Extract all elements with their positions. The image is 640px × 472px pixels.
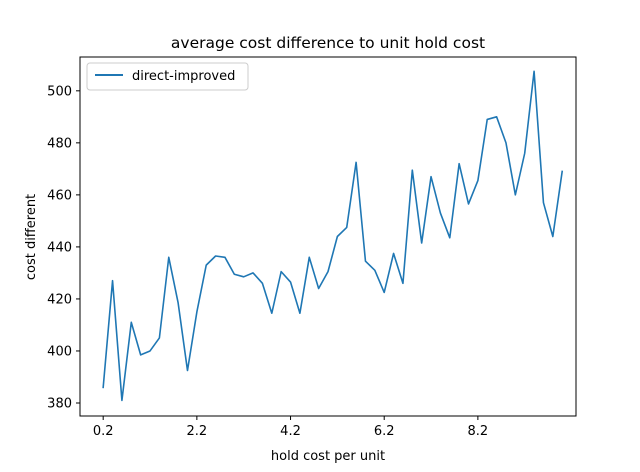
x-tick-label: 4.2 — [280, 424, 301, 439]
y-tick-label: 480 — [47, 136, 72, 151]
y-tick-label: 460 — [47, 188, 72, 203]
plot-frame — [79, 56, 577, 417]
legend-label: direct-improved — [132, 69, 235, 84]
legend-box — [86, 62, 249, 91]
x-tick-label: 0.2 — [93, 424, 114, 439]
y-axis-label: cost different — [24, 194, 39, 280]
x-axis-label: hold cost per unit — [271, 449, 385, 464]
y-tick-label: 420 — [47, 292, 72, 307]
legend: direct-improved — [86, 62, 249, 91]
y-tick-label: 380 — [47, 396, 72, 411]
y-tick-label: 400 — [47, 344, 72, 359]
y-tick-label: 440 — [47, 240, 72, 255]
x-tick-label: 6.2 — [374, 424, 395, 439]
x-tick-label: 2.2 — [187, 424, 208, 439]
x-axis-ticks: 0.2 2.2 4.2 6.2 8.2 — [93, 416, 488, 439]
chart-title: average cost difference to unit hold cos… — [171, 34, 485, 52]
plot-area — [79, 56, 577, 417]
x-tick-label: 8.2 — [468, 424, 489, 439]
y-axis-ticks: 380 400 420 440 460 480 500 — [47, 84, 80, 411]
y-tick-label: 500 — [47, 84, 72, 99]
series-line-direct-improved — [102, 70, 564, 402]
